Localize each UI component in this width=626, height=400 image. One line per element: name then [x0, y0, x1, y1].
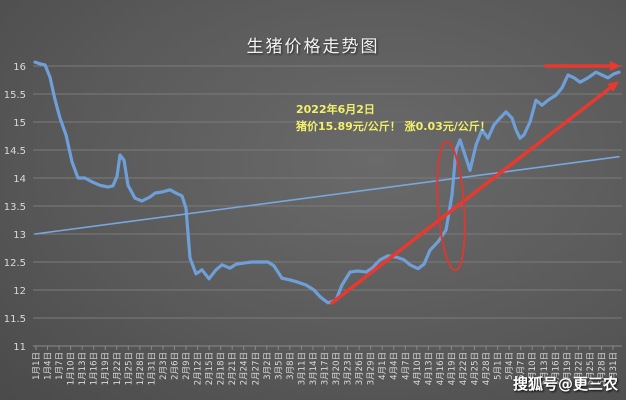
x-tick-label: 2月24日	[240, 352, 250, 385]
x-tick-label: 5月1日	[494, 352, 504, 380]
watermark: 搜狐号@更三农	[512, 375, 618, 393]
x-tick-label: 2月21日	[228, 352, 238, 385]
x-tick-label: 2月12日	[194, 352, 204, 385]
x-tick-label: 1月4日	[44, 352, 54, 380]
x-tick-label: 4月25日	[471, 352, 481, 385]
x-tick-label: 5月25日	[586, 352, 596, 385]
y-tick-label: 11.5	[4, 314, 26, 325]
x-tick-label: 1月10日	[67, 352, 77, 385]
x-tick-label: 3月14日	[309, 352, 319, 385]
x-tick-label: 1月31日	[147, 352, 157, 385]
y-tick-label: 13.5	[4, 202, 26, 213]
x-tick-label: 1月28日	[136, 352, 146, 385]
y-tick-label: 15.5	[4, 90, 26, 101]
x-tick-label: 3月2日	[263, 352, 273, 380]
x-tick-label: 5月7日	[517, 352, 527, 380]
x-tick-label: 4月19日	[447, 352, 457, 385]
x-tick-label: 2月15日	[205, 352, 215, 385]
x-tick-label: 2月18日	[217, 352, 227, 385]
y-tick-label: 12	[13, 286, 26, 297]
chart-title: 生猪价格走势图	[246, 37, 380, 57]
y-tick-label: 11	[13, 342, 26, 353]
arrow-head-icon	[607, 81, 619, 92]
x-tick-label: 4月1日	[378, 352, 388, 380]
x-tick-label: 5月31日	[609, 352, 619, 385]
series-layer	[33, 60, 621, 305]
x-tick-label: 3月23日	[344, 352, 354, 385]
x-tick-label: 4月10日	[413, 352, 423, 385]
x-tick-label: 3月29日	[367, 352, 377, 385]
x-tick-label: 5月22日	[574, 352, 584, 385]
y-tick-label: 15	[13, 118, 26, 129]
arrow-head-icon	[610, 61, 621, 71]
x-tick-label: 4月4日	[390, 352, 400, 380]
x-tick-label: 5月10日	[528, 352, 538, 385]
x-tick-label: 1月25日	[124, 352, 134, 385]
y-tick-label: 13	[13, 230, 26, 241]
x-tick-label: 1月13日	[78, 352, 88, 385]
x-tick-label: 5月13日	[540, 352, 550, 385]
x-tick-label: 5月16日	[551, 352, 561, 385]
x-tick-label: 3月26日	[355, 352, 365, 385]
price-line	[33, 60, 621, 305]
y-tick-label: 16	[13, 62, 26, 73]
x-tick-label: 4月22日	[459, 352, 469, 385]
x-tick-label: 5月28日	[597, 352, 607, 385]
x-tick-label: 4月13日	[424, 352, 434, 385]
x-tick-label: 4月28日	[482, 352, 492, 385]
x-tick-label: 5月19日	[563, 352, 573, 385]
x-tick-label: 1月19日	[101, 352, 111, 385]
arrow-shaft	[330, 86, 613, 305]
annotation-layer	[330, 61, 621, 305]
x-tick-label: 3月20日	[332, 352, 342, 385]
x-tick-label: 1月22日	[113, 352, 123, 385]
y-axis: 11 11.5 12 12.5 13 13.5 14 14.5 15 15.5 16	[4, 62, 26, 353]
x-tick-label: 2月6日	[170, 352, 180, 380]
x-tick-label: 3月5日	[274, 352, 284, 380]
annotation-price: 猪价15.89元/公斤！ 涨0.03元/公斤！	[296, 120, 491, 133]
x-tick-label: 4月16日	[436, 352, 446, 385]
x-tick-label: 3月8日	[286, 352, 296, 380]
x-tick-label: 2月27日	[251, 352, 261, 385]
x-tick-label: 3月17日	[321, 352, 331, 385]
y-tick-label: 14.5	[4, 146, 26, 157]
annotation-date: 2022年6月2日	[296, 103, 375, 116]
x-tick-label: 1月7日	[55, 352, 65, 380]
x-tick-label: 5月4日	[505, 352, 515, 380]
x-tick-label: 1月1日	[32, 352, 42, 380]
price-annotation: 2022年6月2日 猪价15.89元/公斤！ 涨0.03元/公斤！	[296, 101, 491, 135]
y-tick-label: 14	[13, 174, 26, 185]
y-tick-label: 12.5	[4, 258, 26, 269]
x-tick-label: 1月16日	[90, 352, 100, 385]
x-tick-label: 2月3日	[159, 352, 169, 380]
gridlines	[33, 65, 622, 347]
x-tick-label: 3月11日	[297, 352, 307, 385]
highlight-ellipse	[436, 140, 466, 272]
x-tick-label: 4月7日	[401, 352, 411, 380]
x-axis: 1月1日 1月4日 1月7日 1月10日 1月13日 1月16日 1月19日 1月22日 1月2…	[32, 346, 619, 385]
trend-line	[34, 155, 620, 235]
x-tick-label: 2月9日	[182, 352, 192, 380]
